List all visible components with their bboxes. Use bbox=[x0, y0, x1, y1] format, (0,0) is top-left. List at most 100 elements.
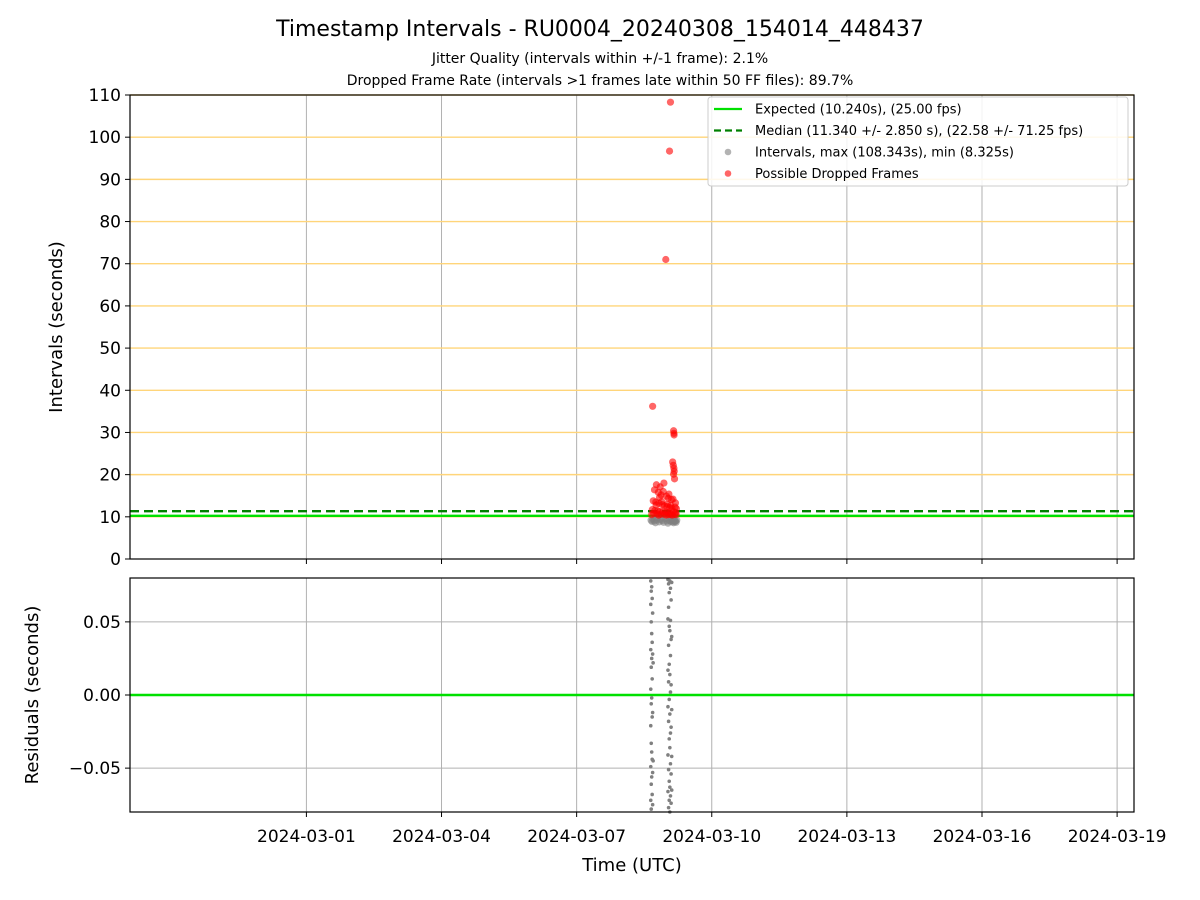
intervals-plot-frame bbox=[129, 94, 1135, 560]
residual-point bbox=[669, 801, 673, 806]
residual-point bbox=[669, 725, 673, 729]
residual-point bbox=[669, 707, 674, 712]
residual-point bbox=[669, 788, 674, 792]
residual-point bbox=[649, 620, 654, 624]
residual-point bbox=[666, 704, 670, 709]
residuals-points bbox=[648, 577, 674, 814]
dropped-frame-point bbox=[655, 493, 664, 502]
dropped-frame-point bbox=[665, 147, 674, 155]
residual-point bbox=[649, 665, 654, 670]
legend-entry-dropped-label: Possible Dropped Frames bbox=[755, 167, 919, 182]
residual-point bbox=[666, 680, 671, 684]
residual-point bbox=[648, 798, 653, 803]
interval-point bbox=[673, 516, 681, 524]
residual-point bbox=[668, 731, 673, 735]
residual-point bbox=[668, 690, 673, 694]
intervals-y-ticks: 0 10 20 30 40 50 60 70 80 90 100 110 bbox=[89, 86, 130, 570]
dropped-frame-point bbox=[654, 511, 663, 519]
intervals-y-tick-label: 20 bbox=[99, 466, 121, 486]
residual-point bbox=[648, 579, 653, 583]
intervals-points bbox=[647, 98, 681, 527]
chart-subtitle-dropped: Dropped Frame Rate (intervals >1 frames … bbox=[347, 73, 854, 89]
residuals-y-tick-label: 0.00 bbox=[83, 686, 121, 706]
residual-point bbox=[650, 596, 654, 601]
residual-point bbox=[650, 792, 654, 797]
dropped-frame-point bbox=[669, 495, 677, 503]
intervals-y-tick-label: 90 bbox=[99, 170, 121, 190]
residual-point bbox=[666, 668, 670, 672]
legend-entry-median-label: Median (11.340 +/- 2.850 s), (22.58 +/- … bbox=[755, 124, 1083, 139]
chart-title: Timestamp Intervals - RU0004_20240308_15… bbox=[275, 17, 924, 42]
residual-point bbox=[666, 582, 671, 586]
residual-point bbox=[649, 741, 654, 746]
intervals-reference-lines bbox=[130, 509, 1134, 518]
intervals-y-tick-label: 50 bbox=[99, 339, 121, 359]
residual-point bbox=[651, 661, 655, 665]
residual-point bbox=[668, 618, 673, 623]
residual-point bbox=[667, 697, 672, 702]
chart-subtitle-jitter: Jitter Quality (intervals within +/-1 fr… bbox=[431, 51, 768, 67]
residual-point bbox=[668, 761, 673, 766]
residual-point bbox=[650, 611, 655, 615]
legend-entry-dropped-swatch bbox=[724, 170, 732, 177]
residual-point bbox=[650, 710, 655, 715]
intervals-y-tick-label: 10 bbox=[99, 508, 121, 528]
residual-point bbox=[667, 624, 672, 629]
residuals-panel: −0.050.000.05 2024-03-01 2024-03-04 2024-0… bbox=[22, 577, 1167, 876]
residual-point bbox=[649, 696, 654, 700]
residual-point bbox=[667, 779, 672, 784]
intervals-y-tick-label: 60 bbox=[99, 297, 121, 317]
residual-point bbox=[648, 723, 653, 728]
residual-point bbox=[649, 807, 654, 811]
dropped-frame-point bbox=[665, 490, 673, 498]
x-tick-label: 2024-03-10 bbox=[662, 827, 761, 847]
residual-point bbox=[669, 772, 673, 776]
residual-point bbox=[649, 701, 654, 706]
residual-point bbox=[648, 602, 653, 607]
intervals-y-tick-label: 0 bbox=[110, 550, 121, 570]
residual-point bbox=[667, 798, 672, 803]
legend-entry-expected-label: Expected (10.240s), (25.00 fps) bbox=[755, 103, 962, 118]
x-tick-label: 2024-03-13 bbox=[797, 827, 896, 847]
legend-box bbox=[707, 96, 1129, 187]
intervals-y-tick-label: 70 bbox=[99, 255, 121, 275]
residual-point bbox=[648, 687, 653, 691]
residual-point bbox=[667, 662, 672, 667]
intervals-y-tick-label: 100 bbox=[89, 128, 121, 148]
residuals-y-axis-label: Residuals (seconds) bbox=[22, 606, 43, 785]
residual-point bbox=[649, 750, 654, 754]
residual-point bbox=[649, 584, 654, 589]
residual-point bbox=[668, 745, 672, 750]
residual-point bbox=[649, 782, 654, 787]
dropped-frame-point bbox=[662, 511, 670, 519]
residual-point bbox=[668, 653, 673, 658]
residual-point bbox=[669, 682, 673, 687]
intervals-x-ticks bbox=[305, 559, 1118, 564]
residuals-x-ticks: 2024-03-01 2024-03-04 2024-03-07 2024-03-10… bbox=[257, 812, 1167, 847]
x-tick-label: 2024-03-04 bbox=[392, 827, 491, 847]
residuals-y-ticks: −0.05 0.00 0.05 bbox=[69, 613, 130, 779]
residuals-y-tick-label: −0.05 bbox=[69, 759, 121, 779]
residual-point bbox=[666, 605, 671, 610]
residual-point bbox=[649, 631, 654, 636]
residual-point bbox=[669, 754, 674, 759]
residual-point bbox=[668, 628, 672, 633]
legend: Expected (10.240s), (25.00 fps) Median (1… bbox=[707, 96, 1129, 187]
residual-point bbox=[668, 794, 673, 798]
dropped-frame-point bbox=[670, 431, 678, 439]
intervals-y-tick-label: 40 bbox=[99, 381, 121, 401]
residual-point bbox=[649, 656, 654, 661]
dropped-frame-point bbox=[648, 511, 656, 519]
residual-point bbox=[648, 764, 653, 769]
x-tick-label: 2024-03-01 bbox=[257, 827, 356, 847]
dropped-frame-point bbox=[662, 255, 670, 264]
residual-point bbox=[669, 598, 673, 602]
residual-point bbox=[650, 652, 655, 656]
residual-point bbox=[668, 586, 673, 591]
residual-point bbox=[669, 637, 673, 642]
residual-point bbox=[649, 589, 654, 593]
residual-point bbox=[650, 640, 654, 645]
intervals-panel: 0 10 20 30 40 50 60 70 80 90 100 110 Intervals (sec… bbox=[46, 86, 1135, 570]
residual-point bbox=[648, 647, 653, 652]
